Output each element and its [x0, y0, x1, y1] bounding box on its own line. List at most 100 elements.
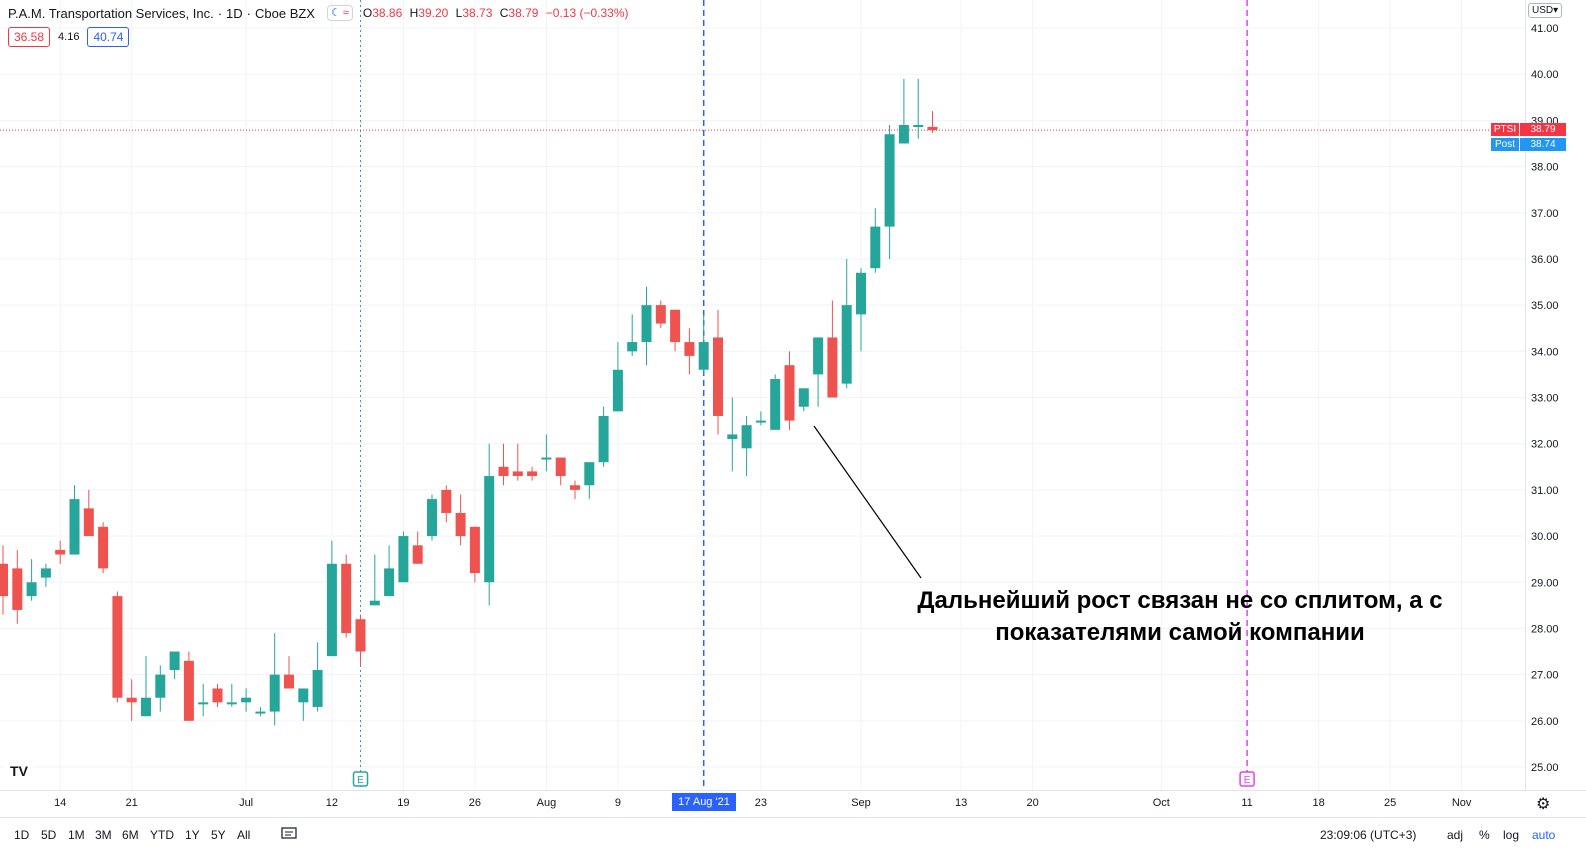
x-tick-label: 11: [1241, 797, 1252, 809]
timeframe-1m[interactable]: 1M: [68, 828, 85, 842]
candle-body: [927, 126, 938, 131]
moon-icon: ☾: [330, 7, 341, 19]
timeframe-all[interactable]: All: [237, 828, 251, 842]
x-tick-label: 20: [1026, 797, 1038, 809]
y-tick-label: 28.00: [1531, 623, 1559, 635]
x-tick-label: 18: [1312, 797, 1324, 809]
candle-body: [112, 596, 123, 698]
bottom-toolbar: 1D 5D 1M 3M 6M YTD 1Y 5Y All 23:09:06 (U…: [0, 817, 1586, 860]
auto-toggle[interactable]: auto: [1532, 828, 1556, 842]
candle-body: [713, 337, 723, 416]
earnings-marker-label: E: [357, 775, 364, 786]
bid-price[interactable]: 36.58: [8, 27, 51, 47]
timeframe-6m[interactable]: 6M: [122, 828, 139, 842]
crosshair-date-label: 17 Aug '21: [672, 793, 736, 811]
candle-body: [26, 582, 37, 597]
candle-body: [641, 305, 652, 343]
log-toggle[interactable]: log: [1503, 828, 1520, 842]
market-status-toggle[interactable]: ☾ ≈: [326, 5, 353, 21]
y-tick-label: 37.00: [1531, 208, 1559, 220]
candle-body: [798, 388, 809, 407]
candle-body: [355, 619, 366, 652]
exchange-label: Cboe BZX: [255, 5, 315, 21]
candle-body: [369, 600, 380, 606]
clock-time[interactable]: 23:09:06 (UTC+3): [1320, 828, 1417, 842]
x-tick-label: 13: [955, 797, 967, 809]
percent-toggle[interactable]: %: [1479, 828, 1490, 842]
y-tick-label: 33.00: [1531, 393, 1559, 405]
candle-body: [784, 365, 795, 421]
candle-body: [856, 272, 866, 315]
chart-annotation-text[interactable]: Дальнейший рост связан не со сплитом, а …: [917, 587, 1443, 646]
candle-body: [341, 563, 352, 634]
candle-body: [298, 688, 309, 703]
date-range-icon[interactable]: [281, 826, 297, 843]
candle-body: [255, 711, 266, 714]
candle-body: [269, 674, 280, 712]
x-tick-label: Oct: [1153, 797, 1170, 809]
x-tick-label: Aug: [537, 797, 557, 809]
post-price-tag: Post 38.74: [1491, 138, 1567, 151]
spread-value: 4.16: [58, 31, 80, 43]
candle-body: [870, 226, 881, 269]
y-tick-label: 26.00: [1531, 716, 1559, 728]
timeframe-1d[interactable]: 1D: [14, 828, 30, 842]
candle-body: [627, 342, 638, 352]
candle-body: [326, 563, 337, 657]
timeframe-5y[interactable]: 5Y: [211, 828, 226, 842]
x-tick-label: Sep: [851, 797, 871, 809]
candle-body: [655, 305, 666, 324]
candle-body: [455, 512, 466, 537]
open-value: 38.86: [372, 6, 403, 20]
earnings-marker: [352, 771, 369, 787]
candle-body: [284, 674, 294, 689]
close-value: 38.79: [508, 6, 539, 20]
candle-body: [884, 134, 895, 227]
y-tick-label: 41.00: [1531, 23, 1559, 35]
candle-body: [898, 124, 909, 144]
price-chart[interactable]: 25.00 26.00 27.00 28.00 29.00 30.00 31.00 32.00…: [0, 0, 1586, 817]
low-value: 38.73: [462, 6, 493, 20]
annotation-arrow: [813, 425, 922, 579]
y-tick-label: 32.00: [1531, 439, 1559, 451]
ptsi-price-tag: PTSI 38.79: [1491, 123, 1567, 136]
timeframe-3m[interactable]: 3M: [95, 828, 112, 842]
chevron-down-icon: ▾: [1553, 5, 1559, 16]
candle-body: [913, 124, 924, 127]
timeframe-1y[interactable]: 1Y: [185, 828, 200, 842]
high-value: 39.20: [418, 6, 449, 20]
candle-body: [755, 420, 766, 423]
candle-body: [212, 688, 223, 703]
ask-price[interactable]: 40.74: [87, 27, 130, 47]
y-tick-label: 31.00: [1531, 485, 1559, 497]
tradingview-logo[interactable]: TV: [5, 759, 33, 783]
adj-toggle[interactable]: adj: [1447, 828, 1464, 842]
earnings-marker-label: E: [1244, 775, 1251, 786]
y-tick-label: 40.00: [1531, 69, 1559, 81]
candle-body: [598, 415, 609, 463]
candle-body: [241, 697, 252, 703]
candle-body: [0, 563, 8, 597]
candle-body: [83, 508, 94, 537]
gear-icon[interactable]: ⚙: [1536, 796, 1551, 813]
interval-label[interactable]: 1D: [226, 5, 243, 21]
legend-separator: ·: [217, 5, 223, 21]
candle-body: [412, 545, 423, 564]
timeframe-ytd[interactable]: YTD: [150, 828, 174, 842]
timeframe-5d[interactable]: 5D: [41, 828, 57, 842]
wave-icon: ≈: [342, 7, 349, 19]
candle-body: [684, 342, 695, 356]
candle-body: [584, 462, 595, 486]
candle-body: [427, 499, 437, 537]
candle-body: [155, 674, 166, 698]
candle-body: [441, 489, 452, 513]
candle-body: [527, 471, 538, 477]
x-tick-label: Jul: [239, 797, 253, 809]
currency-selector[interactable]: USD▾: [1528, 3, 1563, 18]
candle-body: [498, 466, 509, 477]
candle-body: [541, 457, 552, 460]
change-value: −0.13 (−0.33%): [545, 6, 629, 20]
symbol-name[interactable]: P.A.M. Transportation Services, Inc.: [8, 5, 214, 21]
candle-body: [727, 434, 738, 440]
candle-body: [55, 549, 66, 555]
